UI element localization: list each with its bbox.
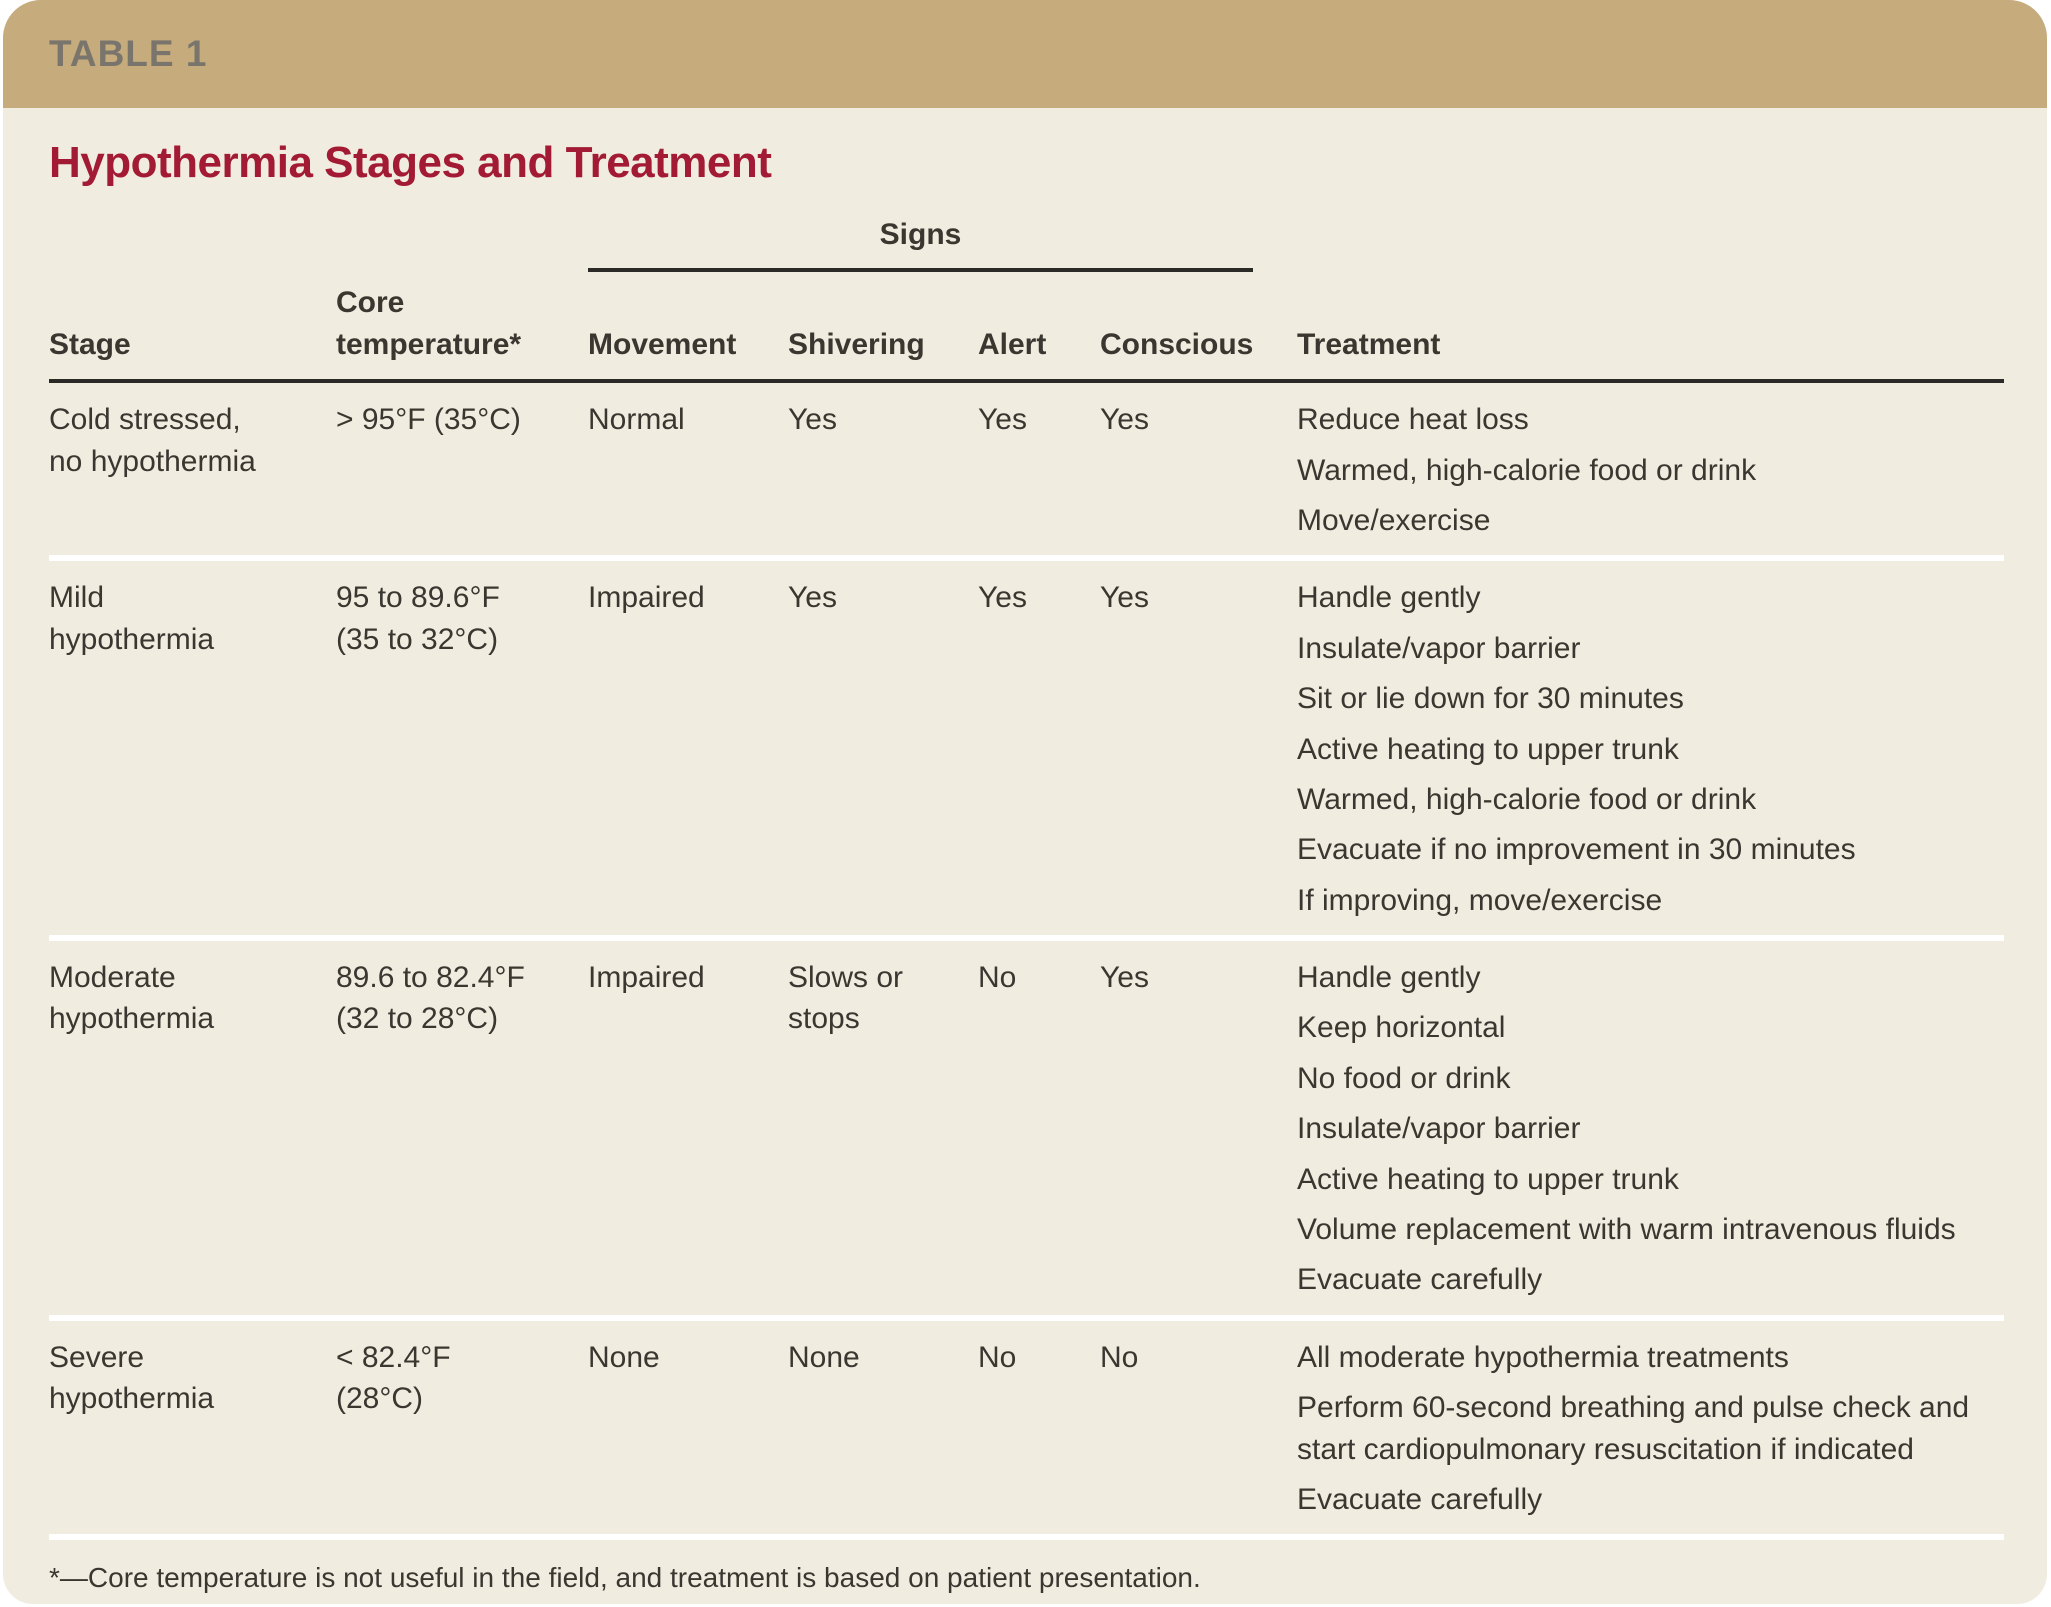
table-row-mild-hypothermia: Mild hypothermia 95 to 89.6°F (35 to 32°… [49,555,2004,935]
treatment-item: Active heating to upper trunk [1297,732,1679,766]
alert-cell: No [978,1314,1100,1535]
movement-cell: Normal [588,403,685,437]
treatment-item: All moderate hypothermia treatments [1297,1340,1789,1374]
shivering-cell: None [788,1314,978,1535]
table-header-band: TABLE 1 [3,0,2047,108]
treatment-item: Active heating to upper trunk [1297,1162,1679,1196]
treatment-item: Insulate/vapor barrier [1297,631,1581,665]
alert-cell: Yes [978,555,1100,935]
movement-cell: Impaired [588,555,788,935]
col-header-core-temperature: Core temperature* [336,272,588,384]
column-header-row: Stage Core temperature* Movement Shiveri… [49,272,2004,384]
treatment-item: Move/exercise [1297,503,1491,537]
conscious-cell: Yes [1100,555,1297,935]
core-temperature-cell: < 82.4°F (28°C) [336,1314,588,1535]
stage-cell: Cold stressed, no hypothermia [49,403,256,478]
signs-spacer-right [1297,214,2004,272]
treatment-item: Reduce heat loss [1297,403,1529,437]
col-header-movement: Movement [588,272,788,384]
treatment-item: Handle gently [1297,581,1481,615]
signs-spacer-left [49,214,588,272]
alert-cell: No [978,935,1100,1315]
shivering-cell: Yes [788,403,837,437]
table-number-label: TABLE 1 [49,33,208,74]
table-row-moderate-hypothermia: Moderate hypothermia 89.6 to 82.4°F (32 … [49,935,2004,1315]
treatment-item: No food or drink [1297,1061,1511,1095]
stage-cell: Moderate hypothermia [49,935,336,1315]
table-card: TABLE 1 Hypothermia Stages and Treatment… [3,0,2047,1604]
treatment-item: Evacuate if no improvement in 30 minutes [1297,833,1856,867]
table-row-cold-stressed: Cold stressed, no hypothermia > 95°F (35… [49,383,2004,555]
table-row-severe-hypothermia: Severe hypothermia < 82.4°F (28°C) None … [49,1314,2004,1535]
core-temperature-cell: 89.6 to 82.4°F (32 to 28°C) [336,935,588,1315]
core-temperature-cell: 95 to 89.6°F (35 to 32°C) [336,555,588,935]
core-temperature-cell: > 95°F (35°C) [336,403,521,437]
footnote-text: *—Core temperature is not useful in the … [49,1562,1201,1594]
stage-cell: Severe hypothermia [49,1314,336,1535]
table-title: Hypothermia Stages and Treatment [49,138,772,187]
treatment-item: Handle gently [1297,961,1481,995]
treatment-item: Insulate/vapor barrier [1297,1112,1581,1146]
shivering-cell: Slows or stops [788,935,978,1315]
treatment-item: Evacuate carefully [1297,1482,1543,1516]
treatment-item: Volume replacement with warm intravenous… [1297,1213,1956,1247]
hypothermia-stages-table: Signs Stage Core temperature* Movement S… [49,214,2004,1534]
alert-cell: Yes [978,403,1027,437]
treatment-cell: Handle gently Insulate/vapor barrier Sit… [1297,555,2004,935]
treatment-item: Keep horizontal [1297,1011,1506,1045]
treatment-item: Warmed, high-calorie food or drink [1297,453,1757,487]
treatment-item: If improving, move/exercise [1297,883,1663,917]
signs-group-label: Signs [879,218,962,251]
treatment-item: Sit or lie down for 30 minutes [1297,682,1684,716]
treatment-cell: Reduce heat loss Warmed, high-calorie fo… [1297,383,2004,555]
movement-cell: Impaired [588,935,788,1315]
conscious-cell: Yes [1100,935,1297,1315]
shivering-cell: Yes [788,555,978,935]
treatment-cell: All moderate hypothermia treatments Perf… [1297,1314,2004,1535]
stage-cell: Mild hypothermia [49,555,336,935]
signs-group-cell: Signs [588,214,1297,273]
signs-group-underline: Signs [588,214,1253,273]
col-header-stage: Stage [49,272,336,384]
signs-group-row: Signs [49,214,2004,273]
treatment-item: Perform 60-second breathing and pulse ch… [1297,1391,1970,1466]
treatment-item: Evacuate carefully [1297,1263,1543,1297]
conscious-cell: No [1100,1314,1297,1535]
col-header-alert: Alert [978,272,1100,384]
footnote-divider [49,1534,2004,1541]
treatment-cell: Handle gently Keep horizontal No food or… [1297,935,2004,1315]
conscious-cell: Yes [1100,403,1149,437]
movement-cell: None [588,1314,788,1535]
treatment-item: Warmed, high-calorie food or drink [1297,782,1757,816]
col-header-conscious: Conscious [1100,272,1297,384]
col-header-shivering: Shivering [788,272,978,384]
col-header-treatment: Treatment [1297,272,2004,384]
